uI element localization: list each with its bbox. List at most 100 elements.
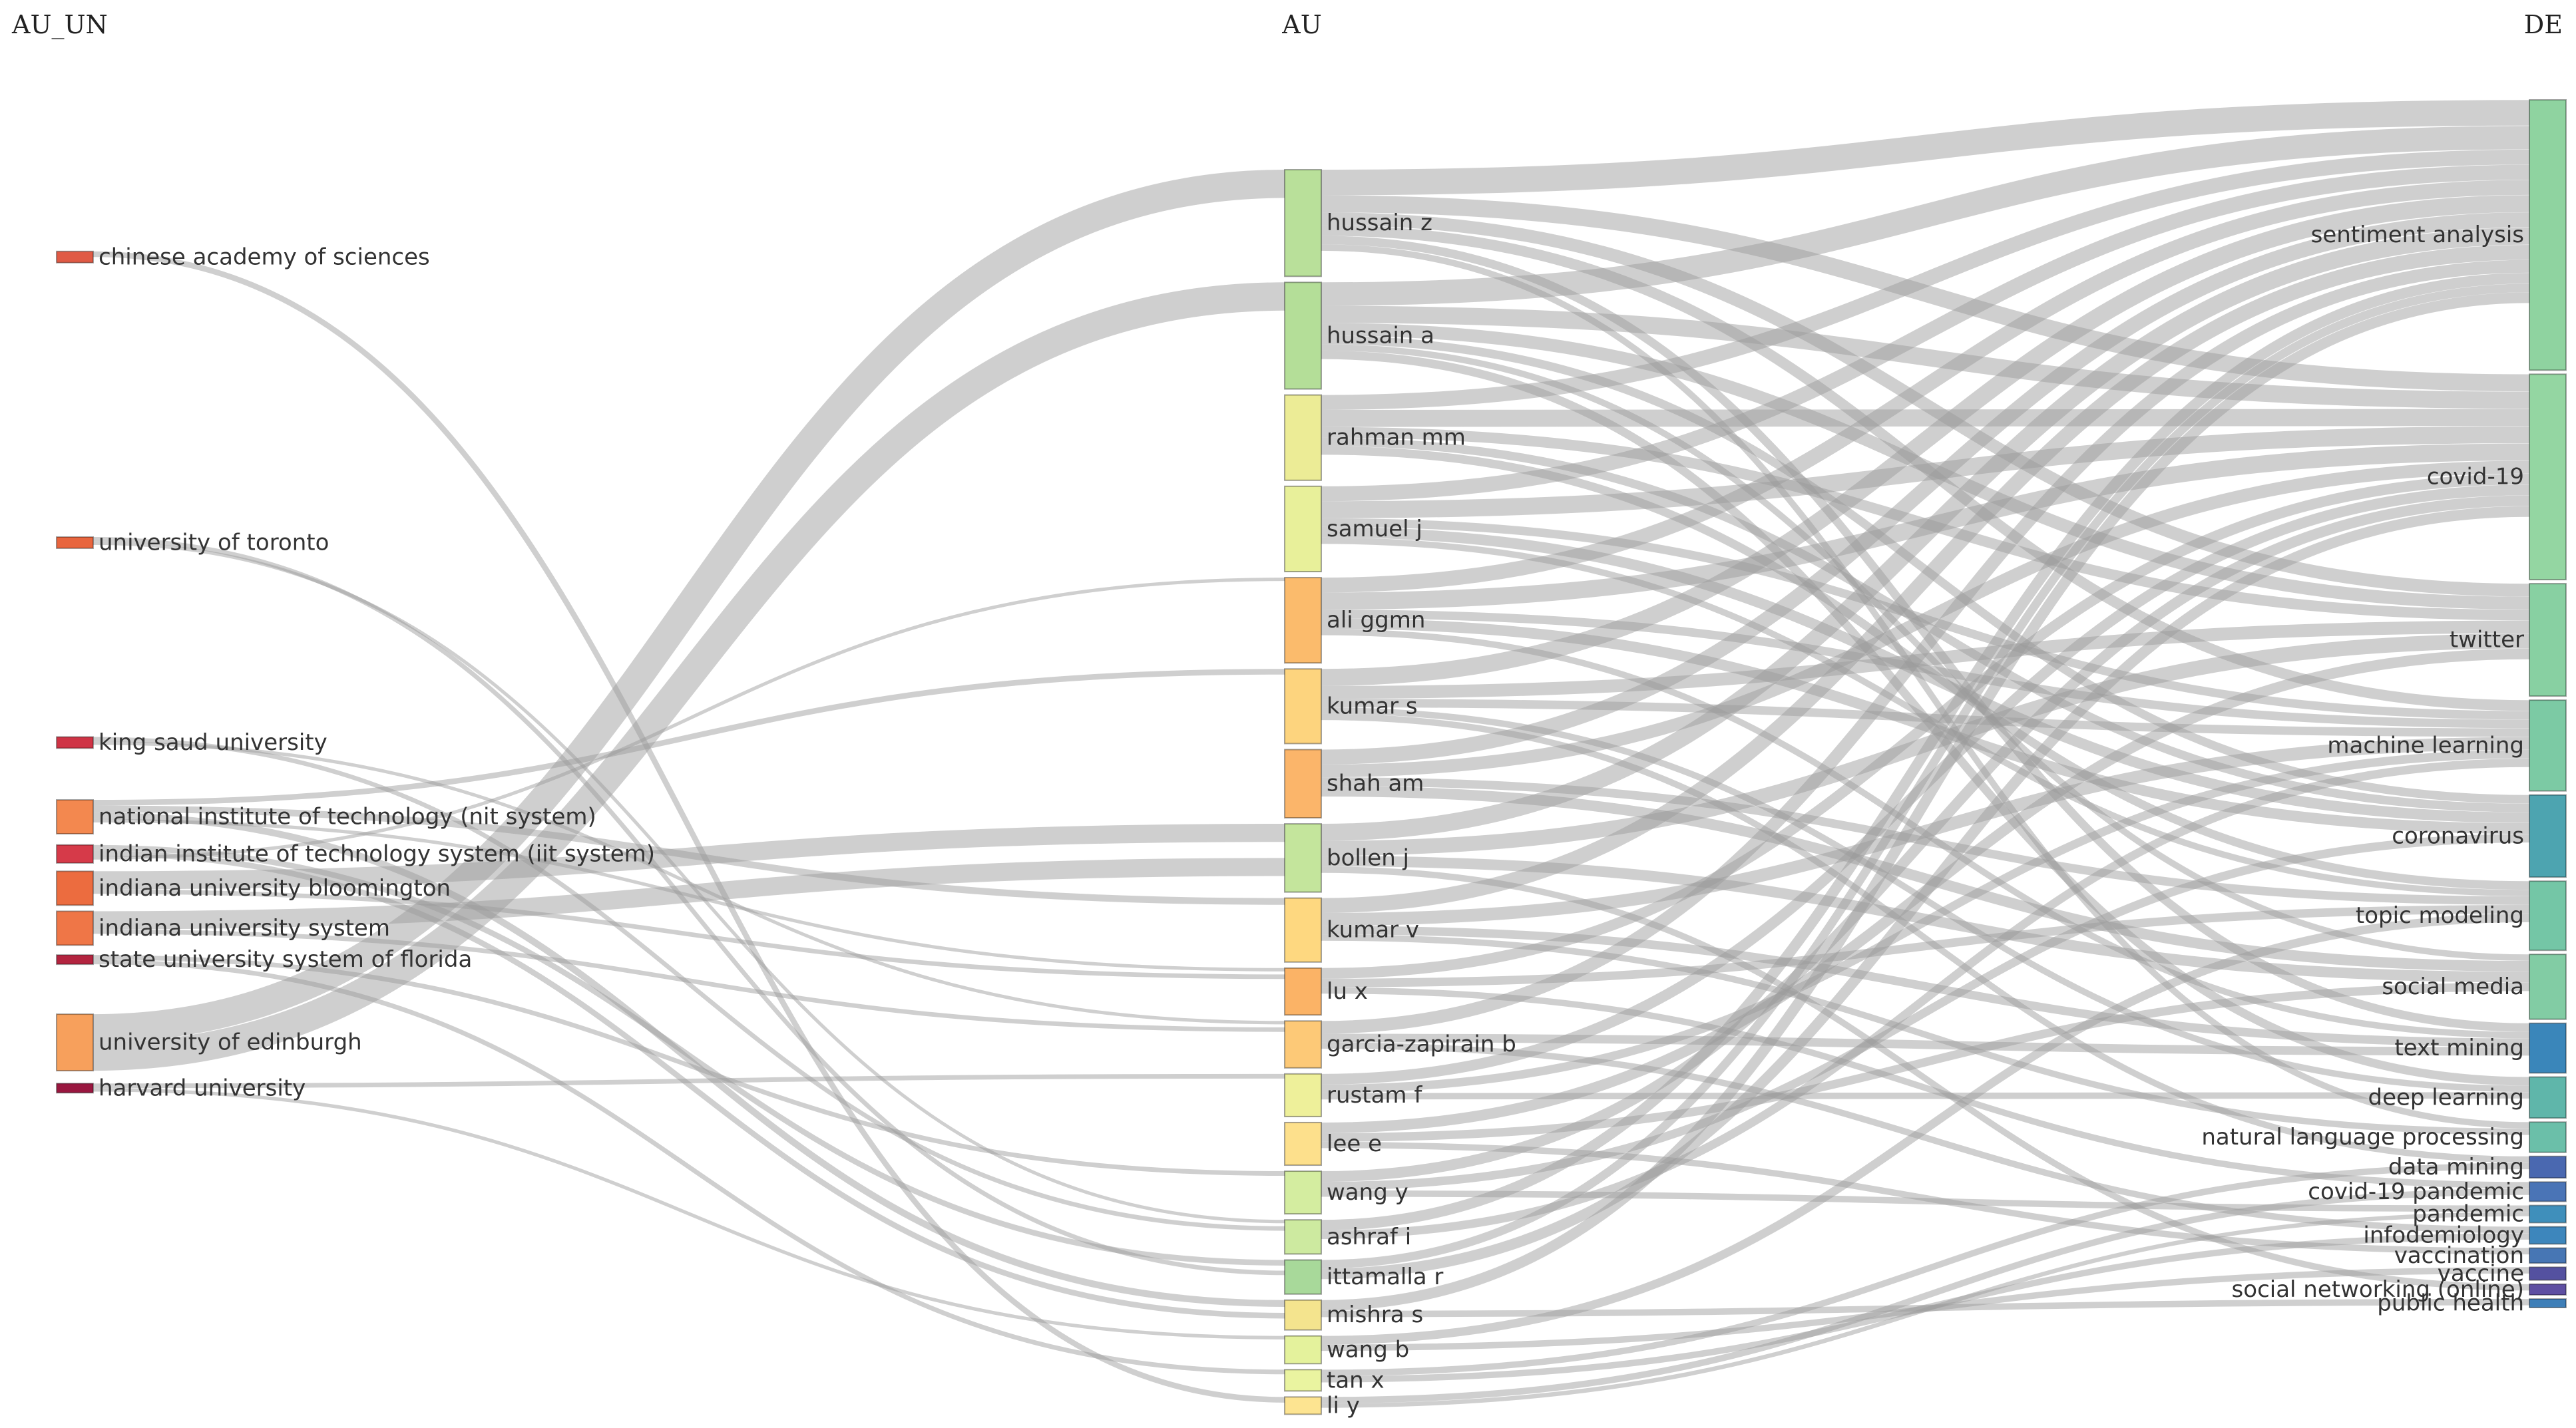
node-covid-19[interactable]: covid-19 <box>2427 373 2567 581</box>
node-twitter[interactable]: twitter <box>2450 583 2567 697</box>
node-bar-wang-y[interactable] <box>1284 1170 1322 1215</box>
node-king-saud-university[interactable]: king saud university <box>56 729 327 756</box>
flow-link-samuel-j-to-sentiment-analysis <box>1321 164 2530 502</box>
node-bar-sentiment-analysis[interactable] <box>2529 99 2567 371</box>
node-bar-indiana-university-system[interactable] <box>56 910 94 946</box>
node-vaccine[interactable]: vaccine <box>2438 1260 2567 1287</box>
node-bar-hussain-a[interactable] <box>1284 281 1322 390</box>
node-university-of-toronto[interactable]: university of toronto <box>56 529 329 556</box>
node-bar-lee-e[interactable] <box>1284 1121 1322 1166</box>
node-bar-king-saud-university[interactable] <box>56 736 94 749</box>
node-data-mining[interactable]: data mining <box>2388 1154 2567 1180</box>
node-bar-vaccine[interactable] <box>2529 1266 2567 1281</box>
node-bar-vaccination[interactable] <box>2529 1247 2567 1264</box>
node-machine-learning[interactable]: machine learning <box>2327 699 2567 792</box>
node-bar-ittamalla-r[interactable] <box>1284 1259 1322 1295</box>
node-bar-mishra-s[interactable] <box>1284 1299 1322 1331</box>
node-bar-topic-modeling[interactable] <box>2529 880 2567 952</box>
node-national-institute-of-technology-nit-system[interactable]: national institute of technology (nit sy… <box>56 799 596 835</box>
node-bar-samuel-j[interactable] <box>1284 485 1322 573</box>
node-sentiment-analysis[interactable]: sentiment analysis <box>2311 99 2567 371</box>
node-label-ittamalla-r: ittamalla r <box>1327 1264 1443 1290</box>
node-social-media[interactable]: social media <box>2382 954 2567 1020</box>
node-rahman-mm[interactable]: rahman mm <box>1284 394 1466 481</box>
node-bar-indian-institute-of-technology-system-iit-system[interactable] <box>56 844 94 864</box>
node-bar-infodemiology[interactable] <box>2529 1226 2567 1245</box>
node-kumar-v[interactable]: kumar v <box>1284 897 1419 963</box>
node-bar-state-university-system-of-florida[interactable] <box>56 954 94 966</box>
node-bar-hussain-z[interactable] <box>1284 169 1322 277</box>
node-university-of-edinburgh[interactable]: university of edinburgh <box>56 1013 362 1072</box>
node-bar-text-mining[interactable] <box>2529 1022 2567 1074</box>
node-bar-data-mining[interactable] <box>2529 1155 2567 1179</box>
node-ali-ggmn[interactable]: ali ggmn <box>1284 577 1425 664</box>
node-bar-harvard-university[interactable] <box>56 1083 94 1094</box>
node-bar-chinese-academy-of-sciences[interactable] <box>56 250 94 264</box>
node-bar-kumar-v[interactable] <box>1284 897 1322 963</box>
node-bar-shah-am[interactable] <box>1284 749 1322 819</box>
node-bar-ashraf-i[interactable] <box>1284 1219 1322 1255</box>
node-infodemiology[interactable]: infodemiology <box>2363 1222 2567 1248</box>
node-social-networking-online[interactable]: social networking (online) <box>2232 1276 2567 1303</box>
node-bar-wang-b[interactable] <box>1284 1335 1322 1365</box>
node-lee-e[interactable]: lee e <box>1284 1121 1382 1166</box>
node-covid-19-pandemic[interactable]: covid-19 pandemic <box>2308 1178 2567 1205</box>
node-bar-rustam-f[interactable] <box>1284 1073 1322 1117</box>
node-bar-ali-ggmn[interactable] <box>1284 577 1322 664</box>
node-bar-indiana-university-bloomington[interactable] <box>56 870 94 906</box>
node-bar-social-media[interactable] <box>2529 954 2567 1020</box>
node-hussain-a[interactable]: hussain a <box>1284 281 1434 390</box>
node-bar-machine-learning[interactable] <box>2529 699 2567 792</box>
node-bar-public-health[interactable] <box>2529 1298 2567 1308</box>
flow-link-hussain-a-to-covid-19 <box>1321 305 2530 409</box>
node-harvard-university[interactable]: harvard university <box>56 1075 306 1101</box>
node-indiana-university-system[interactable]: indiana university system <box>56 910 390 946</box>
node-garcia-zapirain-b[interactable]: garcia-zapirain b <box>1284 1020 1516 1069</box>
node-shah-am[interactable]: shah am <box>1284 749 1424 819</box>
node-bar-university-of-toronto[interactable] <box>56 536 94 549</box>
node-coronavirus[interactable]: coronavirus <box>2392 794 2567 878</box>
node-bar-kumar-s[interactable] <box>1284 668 1322 745</box>
node-wang-b[interactable]: wang b <box>1284 1335 1409 1365</box>
node-text-mining[interactable]: text mining <box>2394 1022 2567 1074</box>
node-bar-covid-19-pandemic[interactable] <box>2529 1181 2567 1202</box>
column-title-au: AU <box>1281 10 1321 39</box>
node-bar-rahman-mm[interactable] <box>1284 394 1322 481</box>
node-bar-garcia-zapirain-b[interactable] <box>1284 1020 1322 1069</box>
node-bar-covid-19[interactable] <box>2529 373 2567 581</box>
node-lu-x[interactable]: lu x <box>1284 967 1368 1016</box>
node-samuel-j[interactable]: samuel j <box>1284 485 1422 573</box>
node-state-university-system-of-florida[interactable]: state university system of florida <box>56 946 472 973</box>
node-public-health[interactable]: public health <box>2377 1290 2567 1316</box>
node-rustam-f[interactable]: rustam f <box>1284 1073 1422 1117</box>
node-pandemic[interactable]: pandemic <box>2412 1200 2567 1227</box>
node-bar-social-networking-online[interactable] <box>2529 1283 2567 1296</box>
node-wang-y[interactable]: wang y <box>1284 1170 1408 1215</box>
node-bar-natural-language-processing[interactable] <box>2529 1121 2567 1153</box>
node-bar-bollen-j[interactable] <box>1284 823 1322 893</box>
node-mishra-s[interactable]: mishra s <box>1284 1299 1423 1331</box>
node-bar-university-of-edinburgh[interactable] <box>56 1013 94 1072</box>
node-bar-li-y[interactable] <box>1284 1396 1322 1415</box>
node-bar-coronavirus[interactable] <box>2529 794 2567 878</box>
node-deep-learning[interactable]: deep learning <box>2368 1076 2567 1119</box>
node-natural-language-processing[interactable]: natural language processing <box>2201 1121 2567 1153</box>
node-hussain-z[interactable]: hussain z <box>1284 169 1432 277</box>
node-bar-lu-x[interactable] <box>1284 967 1322 1016</box>
node-bar-tan-x[interactable] <box>1284 1369 1322 1392</box>
node-topic-modeling[interactable]: topic modeling <box>2356 880 2567 952</box>
node-ittamalla-r[interactable]: ittamalla r <box>1284 1259 1443 1295</box>
node-kumar-s[interactable]: kumar s <box>1284 668 1418 745</box>
node-ashraf-i[interactable]: ashraf i <box>1284 1219 1411 1255</box>
node-indian-institute-of-technology-system-iit-system[interactable]: indian institute of technology system (i… <box>56 840 655 867</box>
node-li-y[interactable]: li y <box>1284 1392 1360 1419</box>
node-vaccination[interactable]: vaccination <box>2394 1242 2567 1269</box>
node-chinese-academy-of-sciences[interactable]: chinese academy of sciences <box>56 244 430 270</box>
node-bar-twitter[interactable] <box>2529 583 2567 697</box>
node-bollen-j[interactable]: bollen j <box>1284 823 1409 893</box>
node-tan-x[interactable]: tan x <box>1284 1367 1385 1393</box>
node-bar-national-institute-of-technology-nit-system[interactable] <box>56 799 94 835</box>
node-bar-pandemic[interactable] <box>2529 1204 2567 1224</box>
node-indiana-university-bloomington[interactable]: indiana university bloomington <box>56 870 451 906</box>
node-bar-deep-learning[interactable] <box>2529 1076 2567 1119</box>
